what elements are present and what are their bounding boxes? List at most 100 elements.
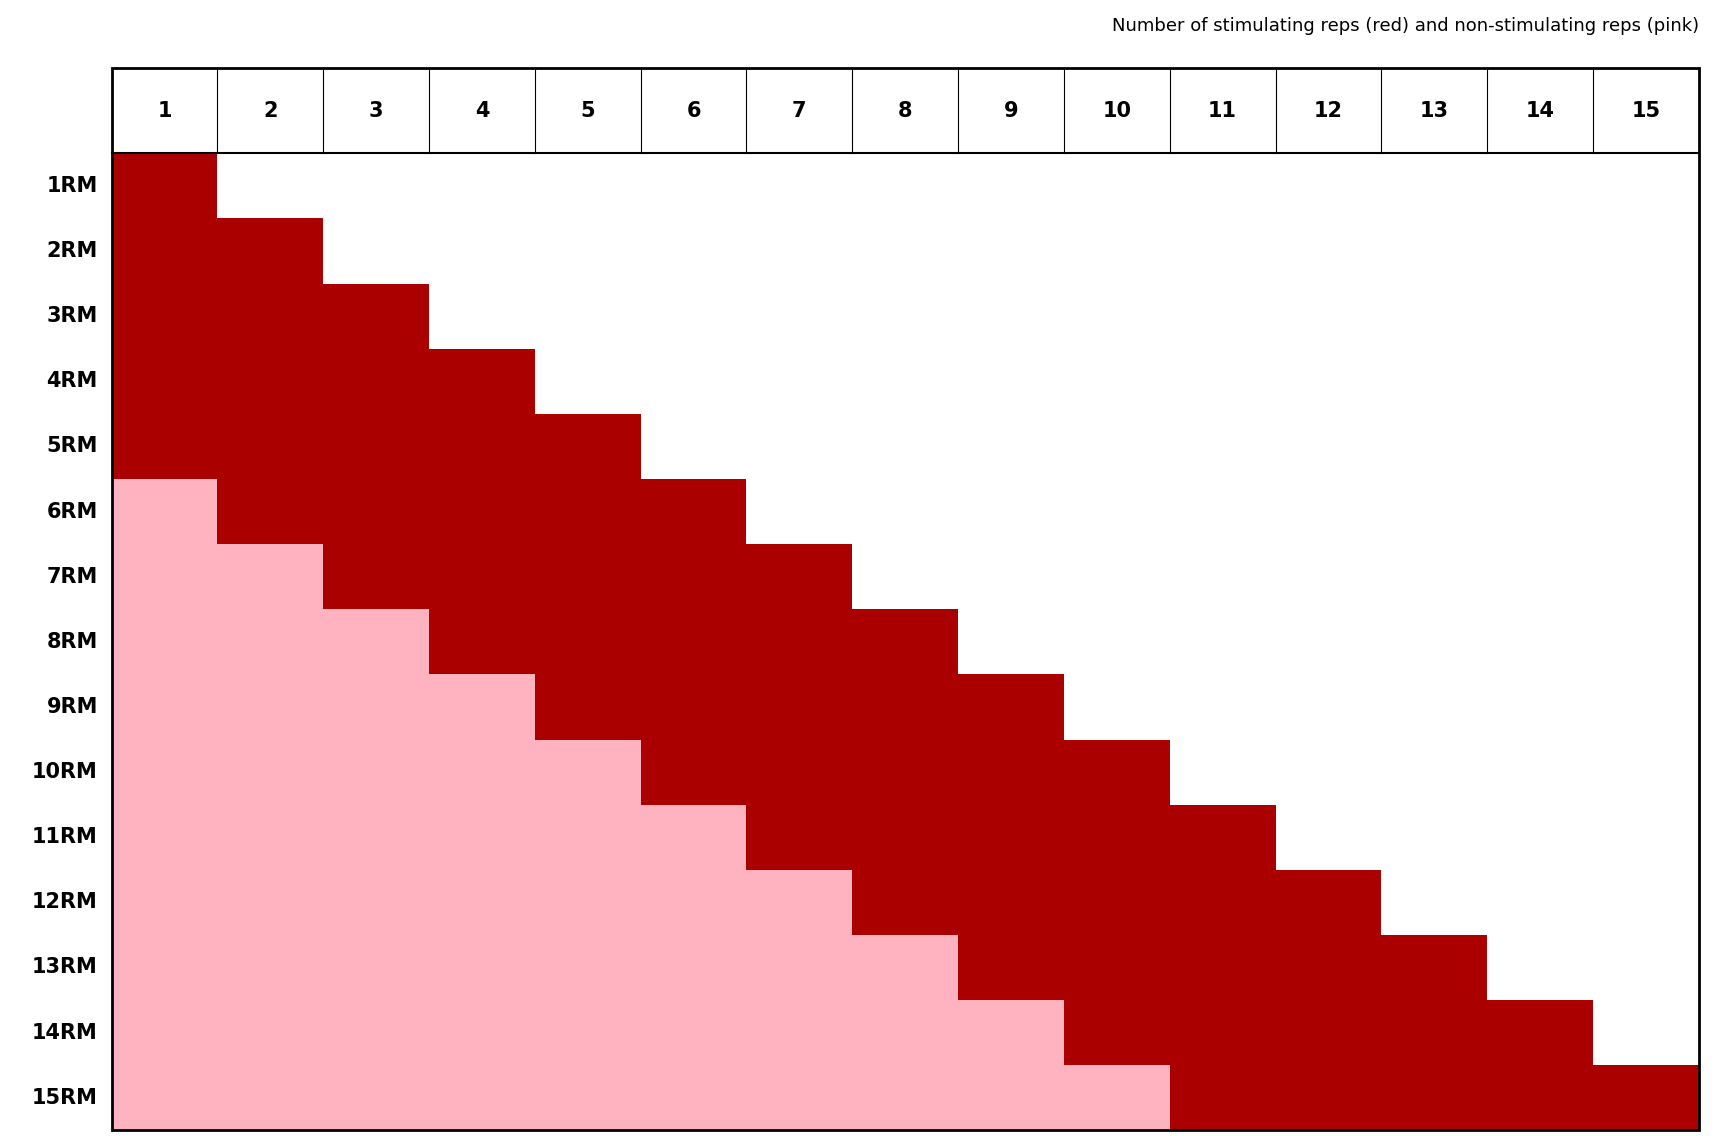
Text: 3: 3 — [582, 567, 594, 586]
Bar — [1488, 1000, 1592, 1066]
Text: 10RM: 10RM — [33, 762, 98, 782]
Bar — [853, 870, 958, 935]
Bar — [746, 675, 853, 740]
Bar — [323, 479, 429, 544]
Bar — [1064, 870, 1170, 935]
Text: 4: 4 — [1004, 762, 1018, 782]
Text: 1: 1 — [686, 762, 700, 782]
Text: 5: 5 — [899, 633, 911, 651]
Text: 4RM: 4RM — [46, 371, 98, 391]
Bar — [640, 609, 746, 675]
Bar — [218, 414, 323, 479]
Text: 3: 3 — [1321, 1024, 1335, 1042]
Bar — [1064, 1000, 1170, 1066]
Text: 14RM: 14RM — [33, 1022, 98, 1043]
Bar — [1064, 935, 1170, 1000]
Text: 2RM: 2RM — [46, 241, 98, 261]
Bar — [1592, 1066, 1699, 1130]
Text: 15: 15 — [1632, 101, 1661, 120]
Bar — [535, 544, 640, 609]
Text: 3RM: 3RM — [46, 307, 98, 326]
Text: 11: 11 — [1208, 101, 1237, 120]
Text: 5: 5 — [1321, 893, 1335, 912]
Bar — [112, 804, 746, 870]
Text: 10: 10 — [1102, 101, 1131, 120]
Text: 5RM: 5RM — [46, 436, 98, 457]
Bar — [112, 414, 218, 479]
Text: 1: 1 — [158, 101, 172, 120]
Bar — [112, 153, 218, 218]
Text: 1: 1 — [582, 698, 594, 717]
Text: 13: 13 — [1419, 101, 1448, 120]
Bar — [112, 68, 1699, 153]
Text: 4: 4 — [1321, 958, 1335, 977]
Bar — [218, 284, 323, 349]
Text: 7RM: 7RM — [46, 567, 98, 586]
Bar — [1064, 740, 1170, 804]
Text: 1: 1 — [1004, 958, 1018, 977]
Bar — [640, 479, 746, 544]
Bar — [853, 804, 958, 870]
Bar — [429, 349, 535, 414]
Bar — [853, 675, 958, 740]
Text: 5: 5 — [793, 567, 807, 586]
Bar — [112, 935, 958, 1000]
Text: 2: 2 — [264, 242, 276, 260]
Text: 1: 1 — [158, 437, 172, 456]
Text: 11RM: 11RM — [33, 827, 98, 847]
Text: 5: 5 — [1639, 1088, 1653, 1108]
Text: 5: 5 — [580, 101, 595, 120]
Bar — [958, 870, 1064, 935]
Bar — [429, 609, 535, 675]
Bar — [218, 479, 323, 544]
Text: 5: 5 — [582, 437, 594, 456]
Text: 1: 1 — [158, 176, 172, 195]
Bar — [853, 609, 958, 675]
Text: 9: 9 — [1004, 101, 1018, 120]
Text: 4: 4 — [1428, 1024, 1441, 1042]
Text: 2: 2 — [582, 633, 594, 651]
Text: 4: 4 — [1217, 893, 1229, 912]
Text: 2: 2 — [264, 371, 276, 391]
Text: 2: 2 — [263, 101, 278, 120]
Text: 5: 5 — [1004, 698, 1018, 717]
Bar — [429, 479, 535, 544]
Text: 4: 4 — [582, 502, 594, 521]
Bar — [1170, 870, 1275, 935]
Text: 1: 1 — [1110, 1024, 1124, 1042]
Bar — [1170, 935, 1275, 1000]
Text: 5: 5 — [1110, 762, 1124, 782]
Bar — [218, 349, 323, 414]
Bar — [323, 544, 429, 609]
Text: 13RM: 13RM — [33, 958, 98, 977]
Text: 3: 3 — [1110, 893, 1124, 912]
Text: 2: 2 — [1217, 1024, 1229, 1042]
Text: 3: 3 — [475, 502, 489, 521]
Bar — [1170, 1000, 1275, 1066]
Text: Number of stimulating reps (red) and non-stimulating reps (pink): Number of stimulating reps (red) and non… — [1112, 17, 1699, 35]
Bar — [1170, 804, 1275, 870]
Text: 3: 3 — [369, 437, 383, 456]
Bar — [112, 675, 535, 740]
Text: 1: 1 — [158, 371, 172, 391]
Text: 1: 1 — [158, 242, 172, 260]
Text: 3: 3 — [899, 762, 911, 782]
Text: 14: 14 — [1526, 101, 1555, 120]
Text: 3: 3 — [1217, 958, 1229, 977]
Text: 3: 3 — [369, 371, 383, 391]
Bar — [1381, 935, 1488, 1000]
Bar — [1064, 804, 1170, 870]
Bar — [958, 740, 1064, 804]
Bar — [958, 675, 1064, 740]
Bar — [1381, 1066, 1488, 1130]
Text: 1: 1 — [1217, 1088, 1229, 1108]
Text: 3: 3 — [1428, 1088, 1441, 1108]
Bar — [535, 675, 640, 740]
Text: 1: 1 — [793, 828, 807, 846]
Text: 4: 4 — [686, 567, 700, 586]
Bar — [1275, 1066, 1381, 1130]
Text: 3: 3 — [369, 101, 383, 120]
Text: 2: 2 — [1110, 958, 1124, 977]
Bar — [1275, 870, 1381, 935]
Text: 4: 4 — [1110, 828, 1124, 846]
